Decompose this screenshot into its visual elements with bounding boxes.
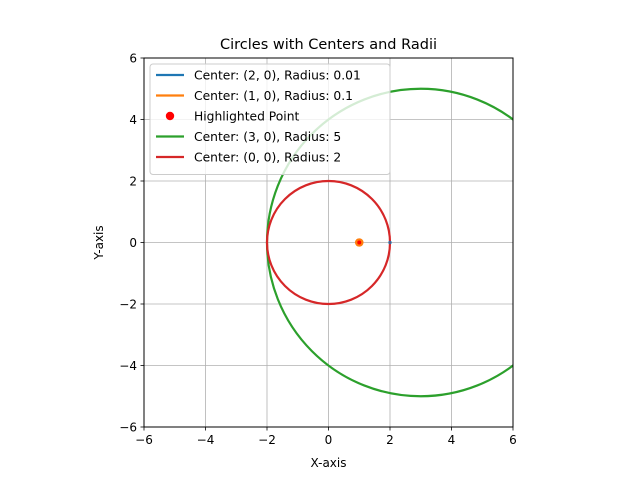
small-circle-overlay <box>355 238 364 247</box>
y-tick-label: −6 <box>119 421 137 435</box>
legend-entry-label: Center: (3, 0), Radius: 5 <box>194 130 341 144</box>
small-circle-overlay <box>388 240 392 245</box>
x-tick-label: −6 <box>135 433 153 447</box>
x-axis-label: X-axis <box>311 456 347 470</box>
plot-series <box>265 87 513 398</box>
axis-ticks: −6 −4 −2 0 2 4 6 −6 −4 −2 0 2 4 6 <box>119 52 517 448</box>
x-tick-label: 4 <box>448 433 456 447</box>
legend-entry-label: Center: (1, 0), Radius: 0.1 <box>194 89 353 103</box>
legend-entry-label: Center: (0, 0), Radius: 2 <box>194 151 341 165</box>
x-tick-label: 2 <box>386 433 394 447</box>
x-tick-label: −2 <box>258 433 276 447</box>
y-tick-label: 6 <box>129 52 137 66</box>
chart-title: Circles with Centers and Radii <box>220 37 437 53</box>
y-tick-label: 2 <box>129 175 137 189</box>
y-axis-label: Y-axis <box>92 225 106 260</box>
y-tick-label: −4 <box>119 359 137 373</box>
y-tick-label: −2 <box>119 298 137 312</box>
legend-box <box>149 63 391 175</box>
legend-entry-label: Highlighted Point <box>194 110 300 124</box>
legend: Center: (2, 0), Radius: 0.01 Center: (1, … <box>149 63 391 175</box>
x-tick-label: 0 <box>325 433 333 447</box>
y-tick-label: 4 <box>129 113 137 127</box>
legend-marker-swatch <box>165 111 175 121</box>
x-tick-label: −4 <box>197 433 215 447</box>
circle-series <box>265 179 392 306</box>
y-tick-label: 0 <box>129 236 137 250</box>
x-tick-label: 6 <box>509 433 517 447</box>
legend-entry-label: Center: (2, 0), Radius: 0.01 <box>194 69 361 83</box>
